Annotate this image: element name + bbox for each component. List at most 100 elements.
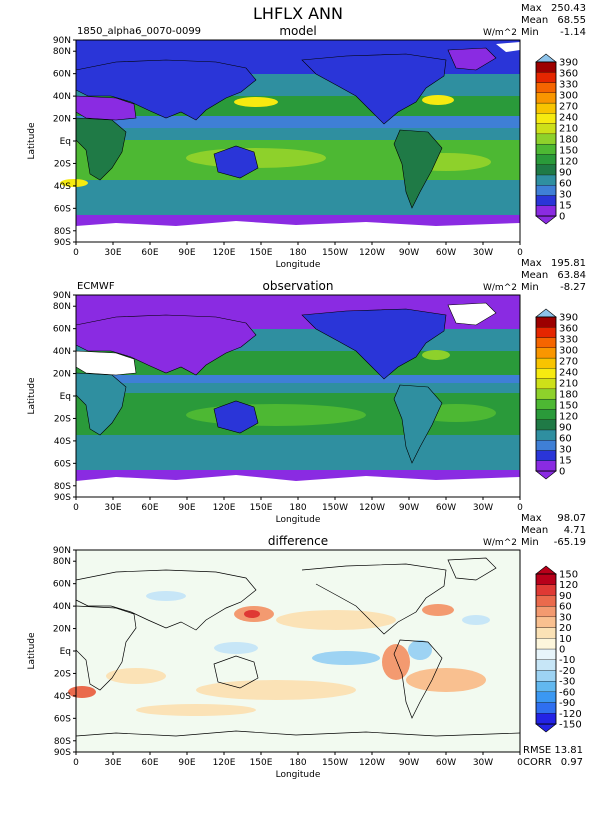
lat-tick-label: 20S [54, 414, 71, 424]
lat-tick-label: 60S [54, 714, 71, 724]
colorbar-tick-label: 30 [559, 190, 572, 201]
panel-model-agulhas [60, 179, 88, 187]
colorbar-under-arrow [535, 215, 557, 225]
lon-tick-label: 60W [436, 248, 456, 258]
panel-diff-north-america [301, 563, 447, 635]
panel-diff-corr-label: CORR [523, 757, 552, 768]
colorbar-tick-label: 330 [559, 80, 578, 91]
colorbar-tick-label: -10 [559, 655, 575, 666]
colorbar-segment [535, 605, 557, 618]
colorbar-frame [535, 61, 557, 217]
panel-model-lon-axis: 0 30E 60E 90E 120E 150E 180 150W 120W 90W 60W 30W 0 [73, 242, 523, 258]
lat-tick-label: 40S [54, 692, 71, 702]
panel-model-map [60, 39, 521, 243]
colorbar-tick-label: 90 [559, 423, 572, 434]
colorbar-tick-label: 60 [559, 434, 572, 445]
colorbar-tick-label: 150 [559, 401, 578, 412]
panel-obs-south-america [393, 384, 443, 464]
colorbar-tick-label: 30 [559, 612, 572, 623]
colorbar-tick-label: 30 [559, 445, 572, 456]
lon-tick-label: 150W [322, 503, 348, 513]
panel-model-left-label: 1850_alpha6_0070-0099 [77, 26, 201, 37]
colorbar-frame [535, 316, 557, 472]
colorbar-over-arrow [535, 308, 557, 318]
lon-tick-label: 60W [436, 503, 456, 513]
colorbar-tick-label: 360 [559, 324, 578, 335]
lat-tick-label: 40N [53, 602, 71, 612]
lon-tick-label: 150E [250, 248, 273, 258]
colorbar-segment [535, 164, 557, 176]
panel-diff-lon-axis: 0 30E 60E 90E 120E 150E 180 150W 120W 90W 60W 30W 0 [73, 752, 523, 768]
panel-model-north-america [301, 53, 447, 125]
panel-model-eurasia [75, 59, 257, 121]
colorbar-tick-label: 90 [559, 168, 572, 179]
lon-tick-label: 30W [473, 503, 493, 513]
lon-tick-label: 60W [436, 758, 456, 768]
page-title: LHFLX ANN [253, 4, 343, 23]
lon-tick-label: 120E [213, 248, 236, 258]
panel-model-mean-label: Mean [521, 15, 548, 26]
lon-tick-label: 60E [141, 503, 158, 513]
panel-diff-pos-sa [406, 668, 486, 692]
panel-diff-mean-value: 4.71 [564, 525, 586, 536]
panel-diff-south-america [393, 639, 443, 719]
lat-tick-label: 90S [54, 748, 71, 758]
lon-tick-label: 30W [473, 248, 493, 258]
lat-tick-label: 20N [53, 115, 71, 125]
panel-obs-sahara [75, 350, 137, 376]
colorbar-tick-label: 180 [559, 135, 578, 146]
colorbar-tick-label: 270 [559, 102, 578, 113]
lon-tick-label: 90E [178, 248, 195, 258]
colorbar-segment [535, 316, 557, 328]
lat-tick-label: 20S [54, 669, 71, 679]
panel-obs-left-label: ECMWF [77, 281, 115, 292]
panel-diff-pos-np [276, 610, 396, 630]
lon-tick-label: 0 [517, 503, 523, 513]
colorbar-segment [535, 82, 557, 93]
colorbar-tick-label: 300 [559, 346, 578, 357]
panel-diff-greenland [447, 557, 497, 581]
colorbar-segment [535, 388, 557, 400]
colorbar-segment [535, 327, 557, 338]
lon-tick-label: 60E [141, 248, 158, 258]
panel-diff-units: W/m^2 [483, 538, 517, 548]
panel-obs-units: W/m^2 [483, 283, 517, 293]
lon-tick-label: 120E [213, 503, 236, 513]
colorbar-segment [535, 205, 557, 217]
lat-tick-label: 60N [53, 580, 71, 590]
colorbar-tick-label: 360 [559, 69, 578, 80]
panel-diff-rmse-value: 13.81 [554, 745, 583, 756]
lon-tick-label: 90W [399, 758, 419, 768]
lon-tick-label: 180 [289, 503, 306, 513]
lon-tick-label: 180 [289, 248, 306, 258]
panel-obs-africa [75, 372, 127, 436]
panel-model-min-label: Min [521, 27, 539, 38]
colorbar-tick-label: 120 [559, 580, 578, 591]
panel-diff-max-value: 98.07 [557, 513, 586, 524]
lat-tick-label: 90N [53, 546, 71, 556]
lon-tick-label: 150W [322, 758, 348, 768]
lat-tick-label: 60S [54, 459, 71, 469]
colorbar-segment [535, 419, 557, 431]
colorbar-segment [535, 584, 557, 596]
panel-obs-sh-max [186, 404, 366, 426]
colorbar-segment [535, 691, 557, 703]
colorbar-segment [535, 398, 557, 410]
panel-diff-eurasia [75, 569, 257, 631]
panel-model-sh-mid [76, 180, 520, 215]
lon-tick-label: 0 [73, 503, 79, 513]
colorbar-segment [535, 702, 557, 714]
lat-tick-label: 60N [53, 325, 71, 335]
lat-tick-label: 90N [53, 36, 71, 46]
panel-diff-pos-io [106, 668, 166, 684]
panel-obs-max-label: Max [521, 258, 542, 269]
colorbar-tick-label: -20 [559, 666, 575, 677]
colorbar-tick-label: 60 [559, 179, 572, 190]
lat-tick-label: 80S [54, 227, 71, 237]
panel-obs-sh-mid [76, 435, 520, 470]
colorbar-tick-label: 0 [559, 467, 565, 478]
colorbar-tick-label: 90 [559, 591, 572, 602]
